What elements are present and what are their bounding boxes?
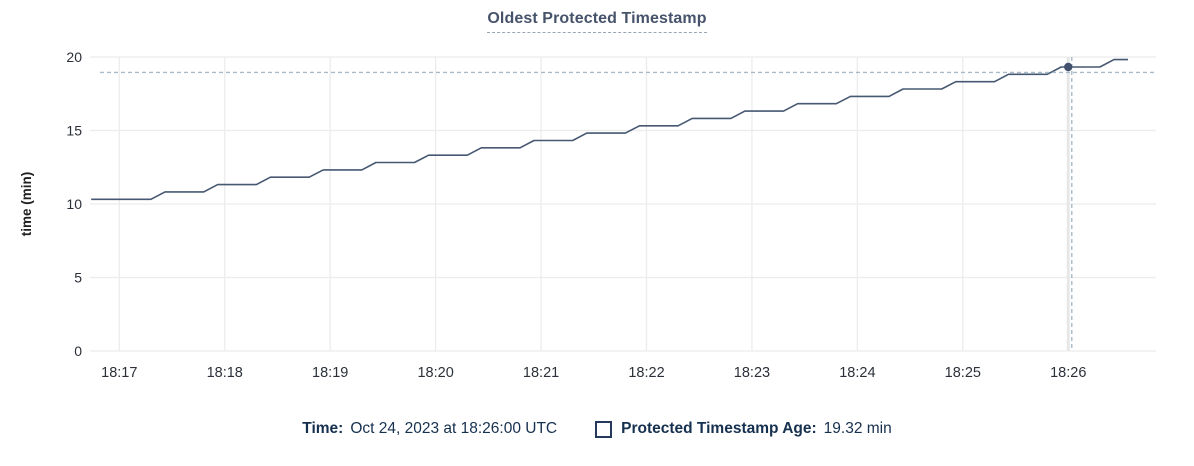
x-tick-label: 18:18 [207,365,243,381]
y-tick-label: 15 [66,123,82,139]
y-tick-label: 10 [66,196,82,212]
x-tick-label: 18:25 [945,365,981,381]
highlight-point [1064,62,1073,72]
x-tick-label: 18:23 [734,365,770,381]
timeseries-chart[interactable]: 0 5 10 15 20 18:17 18:18 18:19 18:20 18:21 18:22 18… [0,0,1194,410]
x-tick-label: 18:24 [839,365,875,381]
x-tick-label: 18:22 [628,365,664,381]
chart-title-row: Oldest Protected Timestamp [0,10,1194,33]
series-legend-label[interactable]: Protected Timestamp Age: [621,420,817,437]
y-tick-label: 0 [74,343,82,359]
x-tick-label: 18:17 [101,365,137,381]
series-legend-item[interactable]: Protected Timestamp Age: 19.32 min [595,420,892,438]
x-tick-label: 18:20 [417,365,453,381]
chart-footer-legend: Time: Oct 24, 2023 at 18:26:00 UTC Prote… [0,420,1194,438]
y-axis-title: time (min) [19,172,34,237]
time-readout-value: Oct 24, 2023 at 18:26:00 UTC [350,420,558,437]
time-readout: Time: Oct 24, 2023 at 18:26:00 UTC [302,420,557,438]
x-tick-label: 18:26 [1050,365,1086,381]
series-legend-value: 19.32 min [823,420,892,437]
series-legend-checkbox[interactable] [595,420,613,438]
y-tick-label: 20 [66,49,82,65]
x-tick-label: 18:21 [523,365,559,381]
y-tick-label: 5 [74,270,82,286]
time-readout-label: Time: [302,420,344,437]
chart-title: Oldest Protected Timestamp [487,10,707,33]
series-line [91,58,1128,201]
x-tick-label: 18:19 [312,365,348,381]
